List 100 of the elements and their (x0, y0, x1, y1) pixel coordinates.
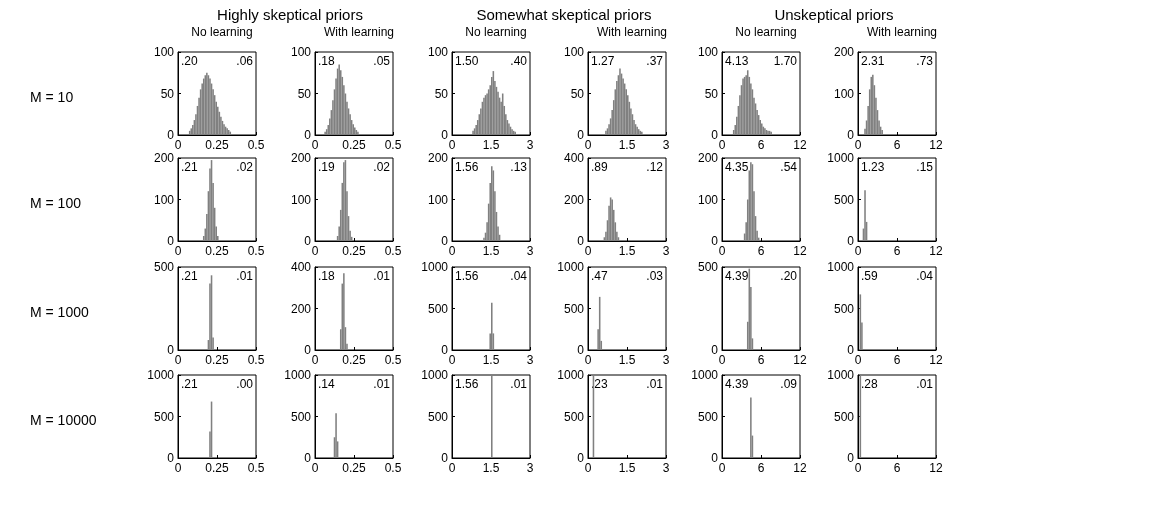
annotation: 1.27 (591, 54, 615, 68)
annotation: .12 (646, 160, 664, 174)
y-tick-label: 200 (563, 192, 585, 207)
y-tick-label: 50 (570, 86, 585, 101)
x-tick-label: 12 (929, 138, 943, 152)
y-tick-label: 500 (697, 260, 719, 274)
y-axis-title: M = 10000 (30, 411, 97, 428)
y-tick-label: 500 (427, 409, 449, 424)
x-tick-label: 6 (893, 138, 901, 152)
annotation: .18 (318, 269, 336, 283)
y-tick-label: 100 (153, 45, 175, 59)
y-tick-label: 0 (167, 451, 175, 465)
x-tick-label: 1.5 (618, 461, 636, 475)
annotation: .54 (780, 160, 798, 174)
x-tick-label: 3 (662, 353, 670, 367)
y-tick-label: 400 (290, 260, 312, 274)
x-tick-label: 0.25 (205, 244, 229, 258)
x-tick-label: 12 (793, 138, 807, 152)
y-tick-label: 100 (427, 192, 449, 207)
y-tick-label: 500 (427, 301, 449, 316)
chart-subtitle: With learning (323, 25, 395, 39)
x-tick-label: 0.25 (342, 138, 366, 152)
annotation: .13 (510, 160, 528, 174)
annotation: .06 (236, 54, 254, 68)
y-tick-label: 100 (427, 45, 449, 59)
x-tick-label: 6 (893, 244, 901, 258)
chart-subtitle: No learning (735, 25, 797, 39)
y-tick-label: 500 (153, 409, 175, 424)
chart-subtitle: No learning (191, 25, 253, 39)
x-tick-label: 0.25 (205, 353, 229, 367)
y-tick-label: 100 (153, 192, 175, 207)
y-tick-label: 0 (847, 451, 855, 465)
annotation: .15 (916, 160, 934, 174)
x-tick-label: 0.5 (247, 461, 265, 475)
x-tick-label: 0.25 (205, 461, 229, 475)
y-tick-label: 500 (563, 409, 585, 424)
y-tick-label: 400 (563, 151, 585, 165)
annotation: .20 (780, 269, 798, 283)
chart-subtitle: With learning (596, 25, 668, 39)
text: Highly skeptical priors (217, 6, 363, 23)
y-tick-label: 1000 (827, 368, 855, 382)
x-tick-label: 12 (793, 244, 807, 258)
y-tick-label: 100 (697, 45, 719, 59)
annotation: .21 (181, 160, 199, 174)
annotation: .47 (591, 269, 609, 283)
y-axis-title: M = 10 (30, 88, 74, 105)
y-tick-label: 0 (711, 343, 719, 357)
x-tick-label: 3 (526, 353, 534, 367)
y-tick-label: 0 (577, 128, 585, 142)
y-tick-label: 50 (434, 86, 449, 101)
annotation: .01 (510, 377, 528, 391)
annotation: .03 (646, 269, 664, 283)
x-tick-label: 0.5 (247, 244, 265, 258)
annotation: 1.56 (455, 160, 479, 174)
y-tick-label: 0 (441, 343, 449, 357)
annotation: .28 (861, 377, 879, 391)
x-tick-label: 3 (662, 244, 670, 258)
annotation: .89 (591, 160, 609, 174)
annotation: .40 (510, 54, 528, 68)
x-tick-label: 6 (757, 138, 765, 152)
y-axis-title: M = 100 (30, 194, 82, 211)
y-tick-label: 1000 (827, 151, 855, 165)
y-tick-label: 0 (847, 343, 855, 357)
y-tick-label: 1000 (421, 260, 449, 274)
x-tick-label: 3 (526, 244, 534, 258)
y-tick-label: 500 (833, 301, 855, 316)
y-tick-label: 500 (833, 409, 855, 424)
y-tick-label: 200 (290, 151, 312, 165)
annotation: 1.70 (773, 54, 798, 68)
y-tick-label: 50 (704, 86, 719, 101)
annotation: .02 (373, 160, 391, 174)
y-tick-label: 500 (153, 260, 175, 274)
annotation: 2.31 (861, 54, 885, 68)
y-tick-label: 0 (577, 234, 585, 248)
annotation: .23 (591, 377, 609, 391)
x-tick-label: 12 (793, 461, 807, 475)
y-tick-label: 500 (697, 409, 719, 424)
annotation: 4.39 (725, 269, 749, 283)
y-tick-label: 0 (167, 234, 175, 248)
y-tick-label: 0 (304, 128, 312, 142)
y-tick-label: 0 (304, 343, 312, 357)
annotation: .04 (916, 269, 934, 283)
annotation: .05 (373, 54, 391, 68)
y-tick-label: 0 (441, 234, 449, 248)
annotation: 1.56 (455, 269, 479, 283)
y-tick-label: 0 (304, 234, 312, 248)
x-tick-label: 12 (929, 461, 943, 475)
y-tick-label: 500 (833, 192, 855, 207)
annotation: .00 (236, 377, 254, 391)
x-tick-label: 12 (929, 244, 943, 258)
x-tick-label: 3 (662, 461, 670, 475)
y-tick-label: 0 (847, 234, 855, 248)
annotation: .37 (646, 54, 664, 68)
y-tick-label: 200 (290, 301, 312, 316)
annotation: .19 (318, 160, 336, 174)
x-tick-label: 6 (757, 353, 765, 367)
y-tick-label: 500 (290, 409, 312, 424)
annotation: .21 (181, 269, 199, 283)
chart-subtitle: With learning (866, 25, 938, 39)
x-tick-label: 3 (526, 138, 534, 152)
